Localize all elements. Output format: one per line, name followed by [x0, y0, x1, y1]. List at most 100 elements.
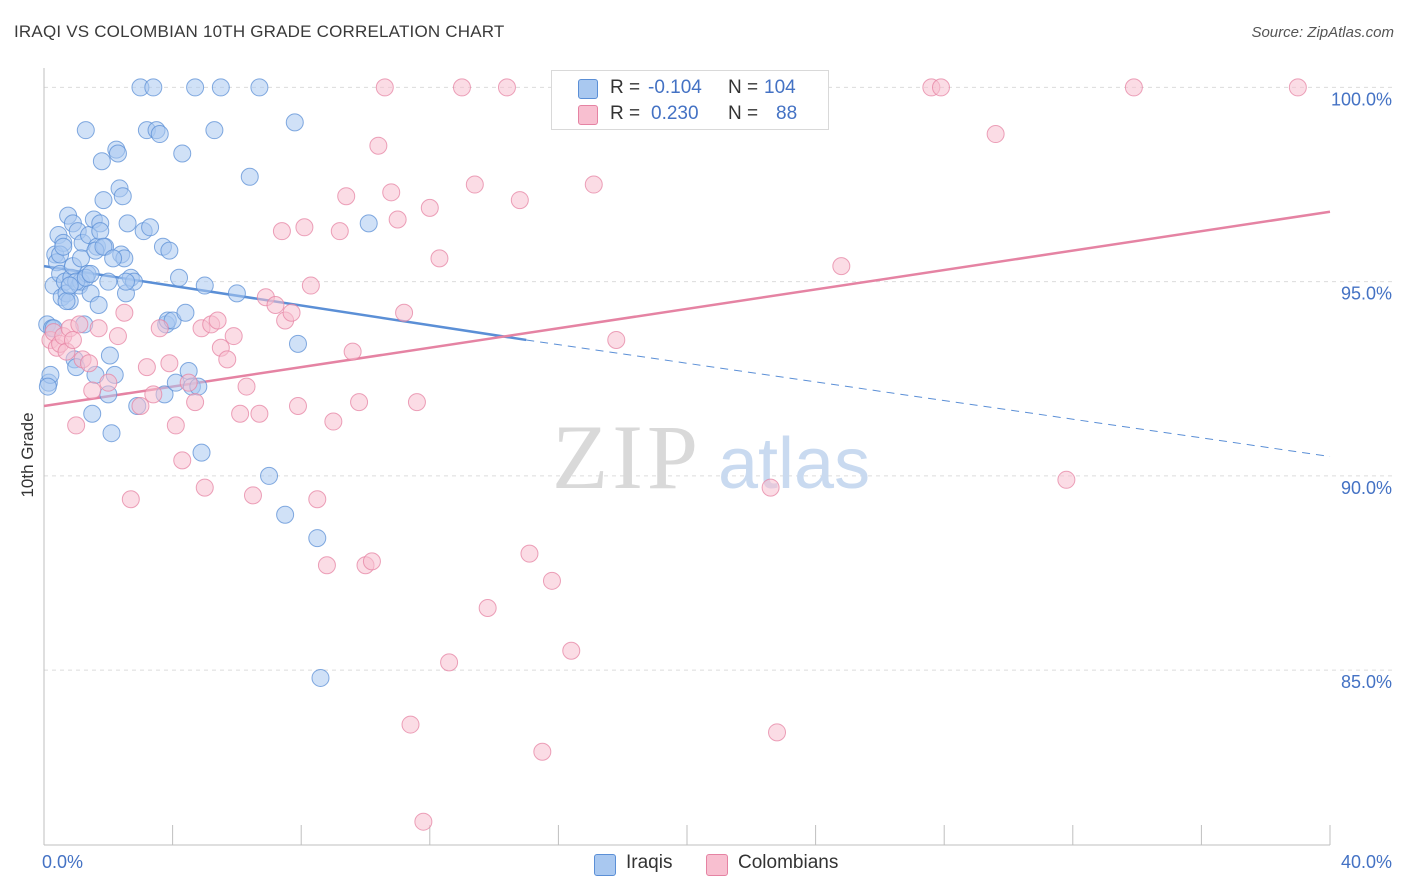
point-colombians: [224, 327, 243, 346]
point-colombians: [208, 311, 227, 330]
point-colombians: [931, 78, 950, 97]
point-iraqis: [89, 295, 108, 314]
y-tick-label: 85.0%: [1341, 672, 1392, 692]
point-iraqis: [192, 443, 211, 462]
point-iraqis: [144, 78, 163, 97]
point-colombians: [144, 385, 163, 404]
point-iraqis: [94, 191, 113, 210]
point-colombians: [99, 373, 118, 392]
legend-row-colombians: R = 0.230 N = 88: [552, 101, 828, 127]
point-iraqis: [102, 424, 121, 443]
point-colombians: [382, 183, 401, 202]
point-iraqis: [186, 78, 205, 97]
point-colombians: [407, 393, 426, 412]
point-colombians: [195, 478, 214, 497]
point-iraqis: [141, 218, 160, 237]
watermark-zip: ZIP: [552, 406, 702, 508]
point-colombians: [63, 330, 82, 349]
point-iraqis: [113, 187, 132, 206]
point-colombians: [520, 544, 539, 563]
point-colombians: [350, 393, 369, 412]
legend-r-value: -0.104: [648, 77, 702, 98]
chart-title: IRAQI VS COLOMBIAN 10TH GRADE CORRELATIO…: [14, 22, 505, 41]
point-colombians: [510, 191, 529, 210]
point-iraqis: [81, 264, 100, 283]
point-colombians: [121, 490, 140, 509]
point-colombians: [761, 478, 780, 497]
series-swatch-iraqis: [594, 854, 616, 876]
point-iraqis: [150, 125, 169, 144]
point-colombians: [295, 218, 314, 237]
point-colombians: [272, 222, 291, 241]
point-colombians: [324, 412, 343, 431]
point-iraqis: [359, 214, 378, 233]
legend-swatch-iraqis: [578, 79, 598, 99]
point-colombians: [166, 416, 185, 435]
point-colombians: [986, 125, 1005, 144]
point-colombians: [80, 354, 99, 373]
point-colombians: [388, 210, 407, 229]
point-iraqis: [94, 237, 113, 256]
point-colombians: [231, 404, 250, 423]
x-tick-label-min: 0.0%: [42, 852, 84, 872]
point-iraqis: [205, 121, 224, 140]
point-colombians: [414, 812, 433, 831]
point-iraqis: [116, 272, 135, 291]
point-colombians: [282, 303, 301, 322]
point-colombians: [337, 187, 356, 206]
point-colombians: [395, 303, 414, 322]
point-iraqis: [227, 284, 246, 303]
trend-line-colombians: [43, 210, 1331, 408]
legend-r-label: R =: [610, 103, 641, 124]
point-iraqis: [311, 668, 330, 687]
point-colombians: [173, 451, 192, 470]
legend-n-label: N =: [728, 103, 759, 124]
point-colombians: [301, 276, 320, 295]
legend-row-iraqis: R = -0.104 N = 104: [552, 75, 828, 101]
point-colombians: [1057, 470, 1076, 489]
point-iraqis: [288, 334, 307, 353]
series-swatch-colombians: [706, 854, 728, 876]
watermark-atlas: atlas: [718, 424, 870, 504]
point-iraqis: [99, 272, 118, 291]
point-iraqis: [92, 152, 111, 171]
point-iraqis: [38, 377, 57, 396]
point-colombians: [308, 490, 327, 509]
point-colombians: [542, 571, 561, 590]
legend-swatch-colombians: [578, 105, 598, 125]
axes: [43, 68, 1331, 846]
point-colombians: [137, 358, 156, 377]
point-iraqis: [240, 167, 259, 186]
point-colombians: [131, 396, 150, 415]
y-tick-label: 95.0%: [1341, 284, 1392, 304]
point-colombians: [607, 330, 626, 349]
point-colombians: [266, 295, 285, 314]
point-iraqis: [71, 249, 90, 268]
legend-n-value: 88: [776, 103, 798, 124]
point-colombians: [420, 198, 439, 217]
point-iraqis: [308, 529, 327, 548]
point-colombians: [237, 377, 256, 396]
watermark: ZIP atlas: [552, 406, 870, 508]
point-iraqis: [108, 144, 127, 163]
point-colombians: [375, 78, 394, 97]
point-colombians: [108, 327, 127, 346]
point-colombians: [218, 350, 237, 369]
point-colombians: [832, 257, 851, 276]
series-label-iraqis: Iraqis: [626, 852, 673, 873]
point-iraqis: [276, 505, 295, 524]
point-colombians: [497, 78, 516, 97]
point-colombians: [115, 303, 134, 322]
point-colombians: [343, 342, 362, 361]
point-colombians: [179, 373, 198, 392]
point-iraqis: [76, 121, 95, 140]
y-tick-labels: 100.0% 95.0% 90.0% 85.0%: [1331, 89, 1392, 692]
point-colombians: [369, 136, 388, 155]
point-colombians: [465, 175, 484, 194]
point-iraqis: [173, 144, 192, 163]
point-colombians: [89, 319, 108, 338]
point-colombians: [330, 222, 349, 241]
point-colombians: [768, 723, 787, 742]
point-iraqis: [250, 78, 269, 97]
point-iraqis: [57, 292, 76, 311]
